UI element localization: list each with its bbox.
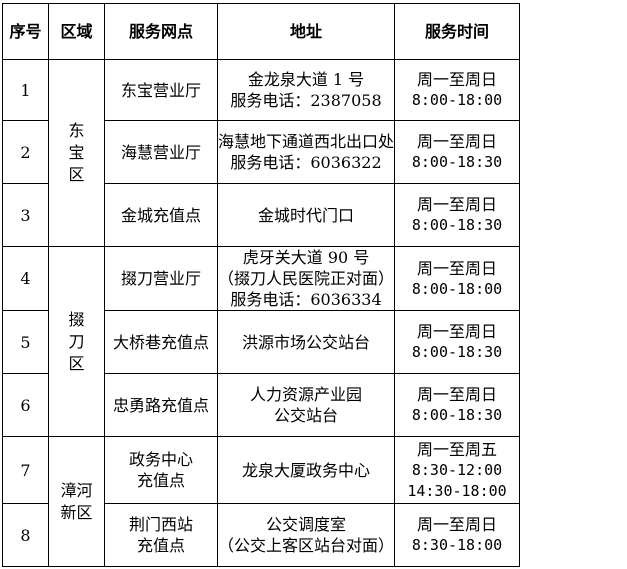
- table-row: 8 荆门西站充值点 公交调度室 （公交上客区站台对面） 周一至周日 8:30-18:00: [2, 503, 521, 567]
- address-line: 洪源市场公交站台: [242, 332, 371, 352]
- outlet-name-line: 海慧营业厅: [120, 142, 201, 162]
- district-cell-line: 区: [68, 165, 85, 184]
- table-row: 1 东宝区东宝营业厅 金龙泉大道 1 号服务电话：2387058 周一至周日 8:00-…: [2, 59, 521, 247]
- row-number: 7: [2, 436, 49, 504]
- service-hours: 周一至周日 8:00-18:30: [394, 120, 521, 184]
- address-line: 服务电话：6036334: [230, 290, 382, 309]
- service-hours-line: 8:30-12:00: [411, 460, 503, 479]
- header-address: 地址: [216, 3, 396, 60]
- service-hours-line: 8:00-18:30: [411, 343, 503, 361]
- row-number: 4: [2, 246, 49, 311]
- service-hours-line: 8:00-18:30: [411, 153, 503, 171]
- row-number: 2: [2, 120, 49, 184]
- service-hours-line: 周一至周日: [417, 132, 498, 151]
- header-row: 序号 区域 服务网点 地址 服务时间: [2, 3, 521, 60]
- district-cell-line: 新区: [60, 502, 93, 522]
- address-line: 金城时代门口: [258, 205, 355, 225]
- service-hours-line: 8:00-18:00: [411, 279, 503, 298]
- service-hours-line: 14:30-18:00: [407, 481, 507, 500]
- address: 金城时代门口: [216, 183, 396, 247]
- district-cell-line: 刀: [68, 331, 85, 351]
- service-hours-line: 周一至周日: [417, 258, 498, 278]
- outlet-name-line: 掇刀营业厅: [120, 269, 201, 288]
- service-hours: 周一至周日 8:00-18:00: [394, 59, 521, 121]
- address: 人力资源产业园 公交站台: [216, 373, 396, 437]
- district-cell-line: 东: [68, 121, 85, 140]
- service-hours-line: 周一至周日: [417, 385, 498, 404]
- outlet-name: 政务中心 充值点: [104, 436, 218, 504]
- district-cell-line: 区: [68, 353, 85, 373]
- address-line: 人力资源产业园: [250, 385, 363, 404]
- outlet-name-line: 东宝营业厅: [120, 80, 201, 100]
- address-line: 公交调度室: [266, 515, 347, 534]
- outlet-name: 金城充值点: [104, 183, 218, 247]
- outlet-name: 大桥巷充值点: [104, 310, 218, 374]
- service-hours: 周一至周日 8:00-18:30: [394, 310, 521, 374]
- outlet-name-line: 充值点: [136, 471, 185, 490]
- district-cell-line: 漳河: [60, 480, 93, 500]
- address: 公交调度室 （公交上客区站台对面）: [216, 503, 396, 567]
- address-line: 服务电话：2387058: [230, 91, 382, 110]
- service-hours-line: 周一至周日: [417, 515, 498, 534]
- address: 金龙泉大道 1 号服务电话：2387058: [216, 59, 396, 121]
- header-no: 序号: [2, 3, 49, 60]
- outlet-name-line: 荆门西站: [128, 515, 193, 534]
- address-line: 服务电话：6036322: [230, 153, 382, 172]
- table-row: 4 掇刀区掇刀营业厅 虎牙关大道 90 号（掇刀人民医院正对面） 服务电话：60363…: [2, 246, 521, 437]
- header-outlet: 服务网点: [104, 3, 218, 60]
- service-hours-line: 8:00-18:30: [411, 406, 503, 424]
- service-hours-line: 周一至周五: [417, 439, 498, 459]
- address-line: 公交站台: [274, 406, 339, 425]
- service-hours: 周一至周日 8:00-18:30: [394, 373, 521, 437]
- service-hours-line: 周一至周日: [417, 195, 498, 214]
- row-number: 1: [2, 59, 49, 121]
- table-row: 6 忠勇路充值点 人力资源产业园 公交站台 周一至周日 8:00-18:30: [2, 373, 521, 437]
- service-hours-line: 8:30-18:00: [411, 536, 503, 554]
- district-cell: 掇刀区: [48, 246, 105, 437]
- address: 海慧地下通道西北出口处 服务电话：6036322: [216, 120, 396, 184]
- outlet-name-line: 大桥巷充值点: [112, 332, 209, 352]
- table-row: 2 海慧营业厅 海慧地下通道西北出口处 服务电话：6036322 周一至周日 8:00-1…: [2, 120, 521, 184]
- row-number: 6: [2, 373, 49, 437]
- outlet-name-line: 忠勇路充值点: [112, 395, 209, 415]
- outlet-name-line: 金城充值点: [120, 205, 201, 225]
- address-line: 龙泉大厦政务中心: [242, 460, 371, 480]
- service-hours: 周一至周日 8:30-18:00: [394, 503, 521, 567]
- service-hours: 周一至周日 8:00-18:30: [394, 183, 521, 247]
- service-hours-line: 周一至周日: [417, 70, 498, 89]
- header-hours: 服务时间: [394, 3, 521, 60]
- address: 洪源市场公交站台: [216, 310, 396, 374]
- row-number: 3: [2, 183, 49, 247]
- service-outlets-table: 序号 区域 服务网点 地址 服务时间 1 东宝区东宝营业厅 金龙泉大道 1 号服务电…: [2, 3, 521, 567]
- outlet-name-line: 充值点: [136, 536, 185, 555]
- address: 虎牙关大道 90 号 （掇刀人民医院正对面） 服务电话：6036334: [216, 246, 396, 311]
- district-cell: 漳河 新区: [48, 436, 105, 567]
- outlet-name: 忠勇路充值点: [104, 373, 218, 437]
- header-district: 区域: [48, 3, 105, 60]
- outlet-name: 掇刀营业厅: [104, 246, 218, 311]
- row-number: 8: [2, 503, 49, 567]
- table-row: 5 大桥巷充值点 洪源市场公交站台 周一至周日 8:00-18:30: [2, 310, 521, 374]
- district-cell: 东宝区: [48, 59, 105, 247]
- row-number: 5: [2, 310, 49, 374]
- service-hours-line: 8:00-18:00: [411, 91, 503, 109]
- outlet-name: 海慧营业厅: [104, 120, 218, 184]
- district-cell-line: 掇: [68, 309, 85, 329]
- address-line: 金龙泉大道 1 号: [247, 70, 365, 89]
- outlet-name: 东宝营业厅: [104, 59, 218, 121]
- address-line: （公交上客区站台对面）: [218, 536, 395, 555]
- address-line: 虎牙关大道 90 号: [242, 248, 370, 267]
- address-line: 海慧地下通道西北出口处: [218, 132, 395, 151]
- district-cell-line: 宝: [68, 143, 85, 162]
- table-row: 7 漳河 新区 政务中心 充值点 龙泉大厦政务中心 周一至周五 8:30-12:00 14:30…: [2, 436, 521, 567]
- outlet-name-line: 政务中心: [128, 450, 193, 469]
- outlet-name: 荆门西站 充值点: [104, 503, 218, 567]
- address-line: （掇刀人民医院正对面）: [218, 269, 395, 288]
- service-hours: 周一至周日 8:00-18:00: [394, 246, 521, 311]
- table-row: 3 金城充值点 金城时代门口 周一至周日 8:00-18:30: [2, 183, 521, 247]
- address: 龙泉大厦政务中心: [216, 436, 396, 504]
- service-hours-line: 周一至周日: [417, 322, 498, 341]
- service-hours: 周一至周五 8:30-12:00 14:30-18:00: [394, 436, 521, 504]
- service-hours-line: 8:00-18:30: [411, 216, 503, 234]
